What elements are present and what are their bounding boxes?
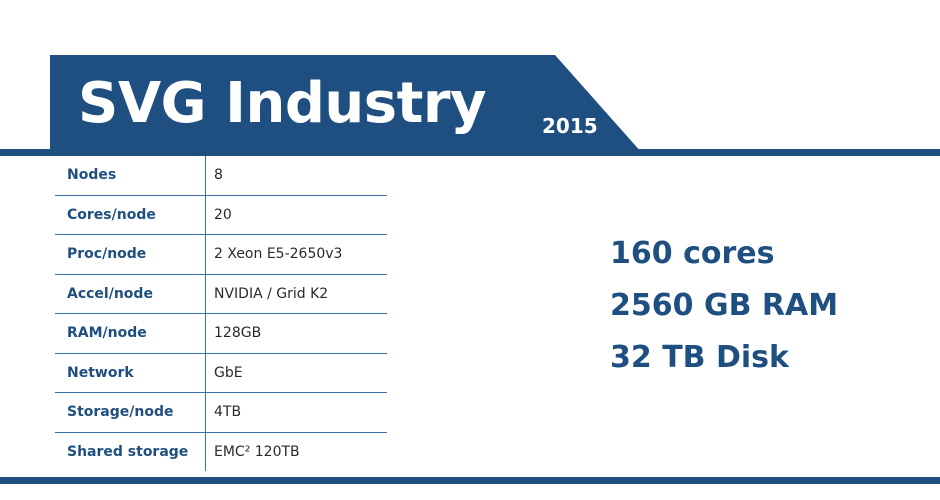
table-row: Shared storage EMC² 120TB	[55, 432, 387, 471]
table-row: Accel/node NVIDIA / Grid K2	[55, 274, 387, 314]
table-row: Storage/node 4TB	[55, 392, 387, 433]
spec-value: GbE	[205, 353, 387, 393]
spec-label: Proc/node	[55, 234, 206, 275]
top-divider	[0, 149, 940, 156]
spec-value: 2 Xeon E5-2650v3	[205, 234, 387, 275]
specs-table: Nodes 8 Cores/node 20 Proc/node 2 Xeon E…	[55, 156, 387, 471]
spec-label: Network	[55, 353, 206, 393]
title-banner: SVG Industry 2015	[50, 55, 642, 153]
spec-value: 20	[205, 195, 387, 235]
spec-value: 8	[205, 156, 387, 196]
bottom-divider	[0, 477, 940, 484]
table-row: Network GbE	[55, 353, 387, 393]
spec-label: Cores/node	[55, 195, 206, 235]
spec-label: Storage/node	[55, 392, 206, 433]
page-title: SVG Industry	[78, 71, 487, 136]
total-ram: 2560 GB RAM	[610, 288, 839, 323]
spec-label: Nodes	[55, 156, 206, 196]
table-row: Cores/node 20	[55, 195, 387, 235]
spec-label: Shared storage	[55, 432, 206, 471]
year-label: 2015	[542, 114, 598, 138]
table-row: Nodes 8	[55, 156, 387, 196]
total-disk: 32 TB Disk	[610, 340, 789, 375]
spec-value: NVIDIA / Grid K2	[205, 274, 387, 314]
summary-block: 160 cores 2560 GB RAM 32 TB Disk	[610, 228, 930, 384]
spec-label: RAM/node	[55, 313, 206, 354]
total-cores: 160 cores	[610, 236, 775, 271]
table-row: Proc/node 2 Xeon E5-2650v3	[55, 234, 387, 275]
spec-label: Accel/node	[55, 274, 206, 314]
table-row: RAM/node 128GB	[55, 313, 387, 354]
spec-value: 4TB	[205, 392, 387, 433]
spec-value: EMC² 120TB	[214, 443, 300, 460]
spec-value: 128GB	[205, 313, 387, 354]
